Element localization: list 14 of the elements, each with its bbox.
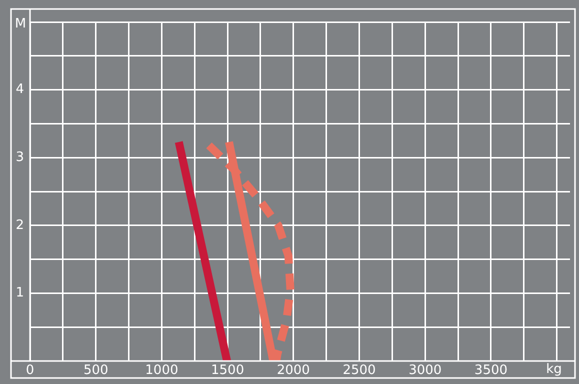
x-tick-label: 500 <box>83 363 108 378</box>
x-tick-label: 2000 <box>276 363 310 378</box>
y-tick-label: 4 <box>16 82 24 98</box>
x-tick-label: 3500 <box>474 363 508 378</box>
y-tick-label: 2 <box>16 218 24 233</box>
x-tick-label: 1000 <box>145 363 178 378</box>
x-tick-label: 1500 <box>211 363 244 378</box>
y-axis-title: M <box>14 16 26 32</box>
x-tick-label: 0 <box>26 363 34 378</box>
x-axis-title: kg <box>546 362 562 377</box>
y-tick-label: 3 <box>16 150 24 165</box>
x-tick-label: 3000 <box>408 363 442 378</box>
y-tick-label: 1 <box>16 286 24 301</box>
x-tick-label: 2500 <box>342 363 376 378</box>
